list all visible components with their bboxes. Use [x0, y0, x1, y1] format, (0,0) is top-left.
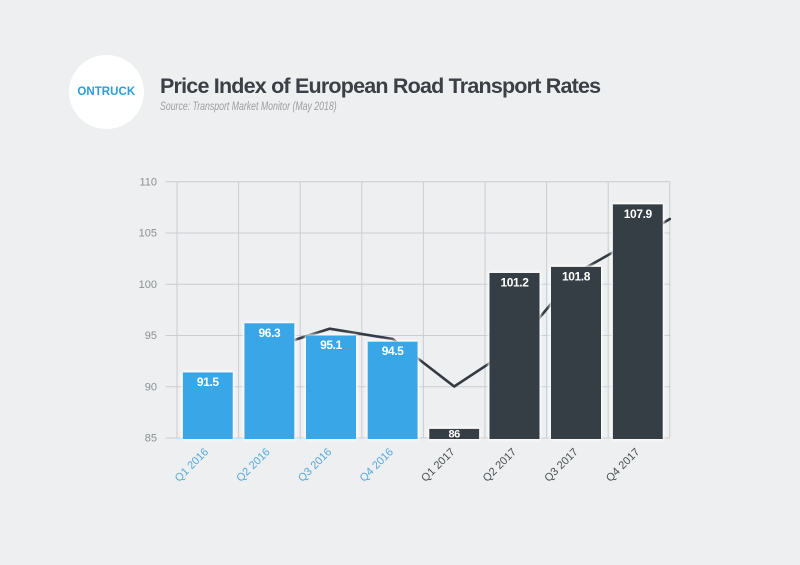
- svg-text:94.5: 94.5: [382, 344, 404, 358]
- svg-text:100: 100: [139, 279, 157, 291]
- svg-text:96.3: 96.3: [259, 326, 281, 340]
- svg-text:Q3 2017: Q3 2017: [542, 446, 580, 484]
- svg-text:91.5: 91.5: [197, 375, 219, 389]
- svg-text:90: 90: [145, 381, 157, 393]
- svg-text:Q4 2017: Q4 2017: [604, 446, 642, 484]
- svg-text:Q3 2016: Q3 2016: [296, 446, 334, 484]
- svg-text:Q1 2016: Q1 2016: [173, 446, 211, 484]
- svg-text:101.8: 101.8: [562, 269, 591, 283]
- svg-text:86: 86: [448, 428, 460, 440]
- svg-text:Q4 2016: Q4 2016: [358, 446, 396, 484]
- svg-text:101.2: 101.2: [500, 276, 529, 290]
- svg-text:105: 105: [139, 228, 157, 240]
- svg-text:107.9: 107.9: [624, 207, 653, 221]
- svg-text:85: 85: [145, 433, 157, 445]
- svg-text:Q2 2017: Q2 2017: [481, 446, 519, 484]
- svg-text:Q2 2016: Q2 2016: [234, 446, 272, 484]
- svg-text:110: 110: [139, 176, 157, 188]
- svg-text:95: 95: [145, 330, 157, 342]
- svg-text:95.1: 95.1: [320, 338, 342, 352]
- svg-text:Q1 2017: Q1 2017: [419, 446, 457, 484]
